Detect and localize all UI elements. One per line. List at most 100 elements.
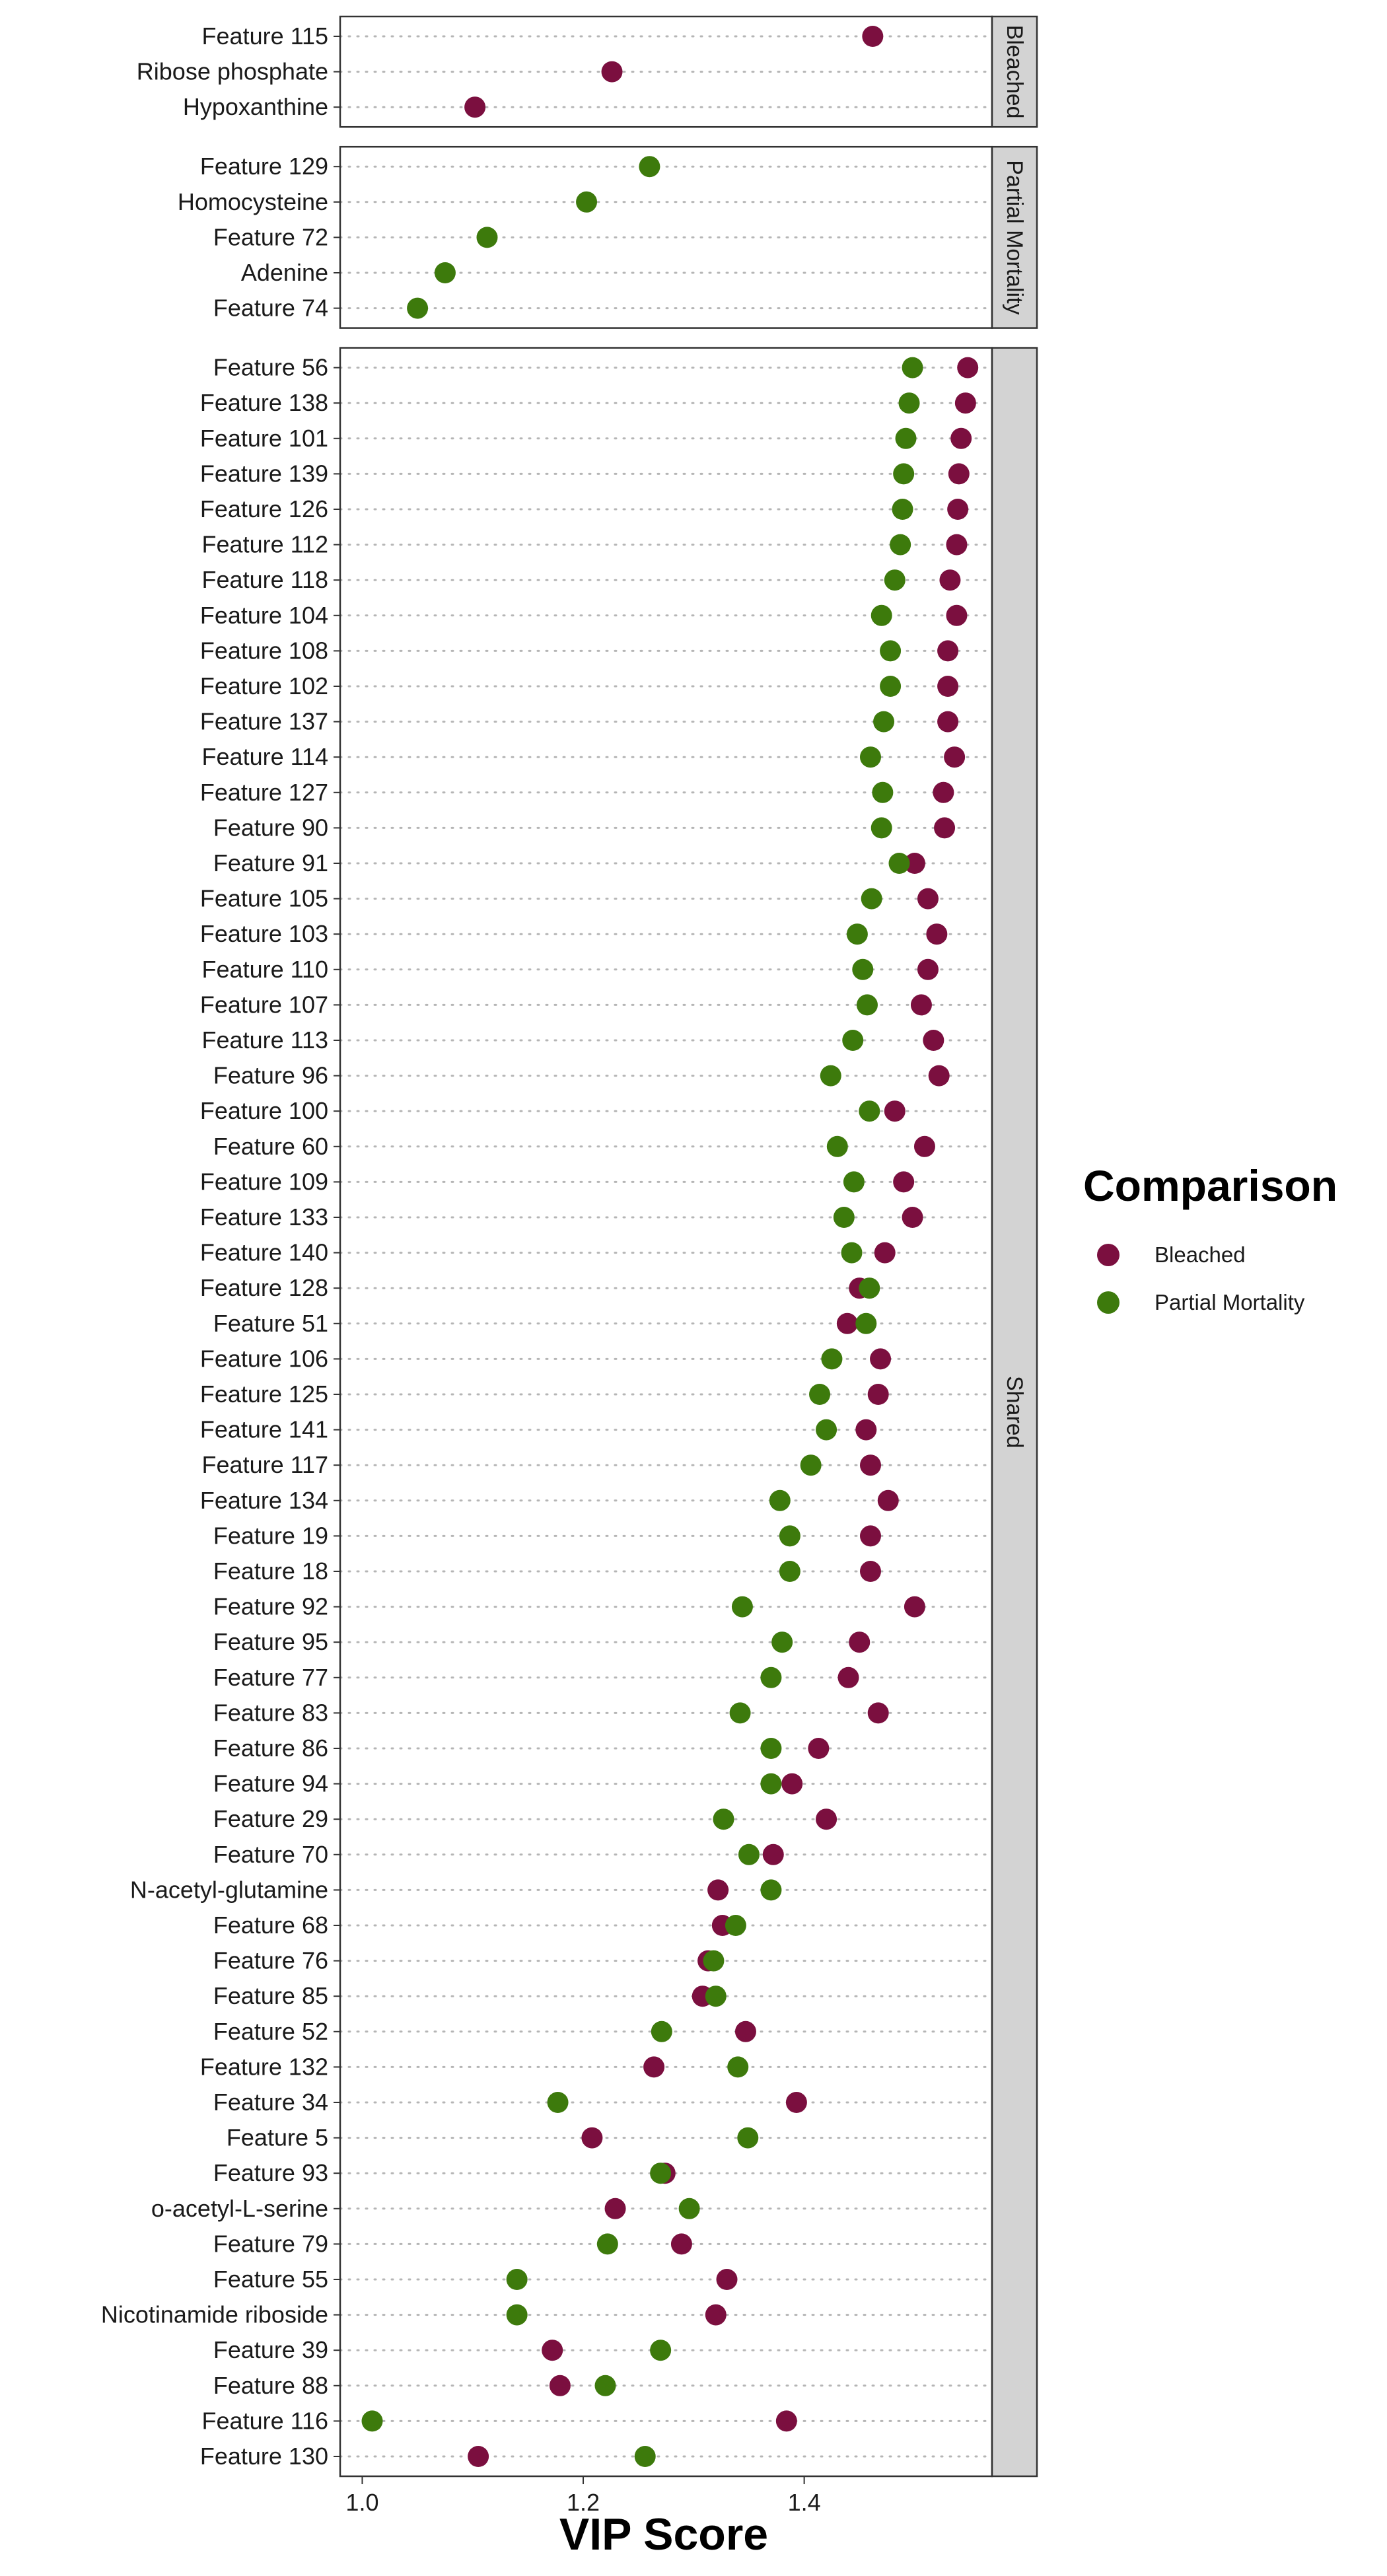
point-bleached [877, 1489, 899, 1511]
point-partial-mortality [434, 262, 456, 283]
y-tick-label: Feature 140 [200, 1239, 328, 1266]
point-partial-mortality [888, 853, 910, 874]
point-bleached [910, 994, 932, 1016]
point-partial-mortality [650, 2340, 672, 2361]
point-bleached [816, 1808, 837, 1830]
legend: Comparison Bleached Partial Mortality [1083, 1161, 1337, 1314]
y-tick-label: Feature 117 [202, 1451, 328, 1478]
point-bleached [957, 357, 979, 378]
y-tick-label: Feature 90 [213, 814, 328, 841]
point-bleached [902, 1207, 923, 1228]
point-bleached [904, 853, 925, 874]
y-tick-label: Feature 104 [200, 602, 328, 629]
point-partial-mortality [760, 1879, 782, 1901]
point-bleached [785, 2092, 807, 2113]
point-partial-mortality [713, 1808, 734, 1830]
point-bleached [781, 1773, 803, 1795]
point-partial-mortality [898, 392, 920, 414]
point-bleached [859, 1454, 881, 1476]
point-partial-mortality [639, 156, 660, 178]
point-partial-mortality [476, 227, 498, 248]
point-bleached [849, 1631, 871, 1653]
point-partial-mortality [760, 1666, 782, 1688]
y-tick-label: Feature 107 [200, 991, 328, 1018]
point-partial-mortality [895, 427, 917, 449]
y-tick-label: Feature 138 [200, 389, 328, 416]
x-axis: 1.0 1.2 1.4 [345, 2476, 821, 2516]
point-bleached [946, 604, 968, 626]
point-bleached [937, 676, 959, 697]
point-bleached [808, 1738, 830, 1759]
point-partial-mortality [678, 2198, 700, 2219]
point-partial-mortality [884, 569, 906, 591]
point-partial-mortality [651, 2021, 672, 2042]
point-bleached [716, 2269, 738, 2290]
y-tick-label: Feature 108 [200, 637, 328, 664]
y-tick-label: Feature 55 [213, 2266, 328, 2293]
point-bleached [937, 711, 959, 733]
point-bleached [855, 1419, 877, 1441]
point-partial-mortality [846, 923, 868, 945]
y-tick-label: Feature 83 [213, 1699, 328, 1726]
point-bleached [954, 392, 976, 414]
point-partial-mortality [771, 1631, 793, 1653]
point-bleached [601, 61, 623, 83]
y-tick-label: Feature 103 [200, 920, 328, 947]
point-bleached [643, 2056, 665, 2078]
y-tick-label: Feature 92 [213, 1593, 328, 1620]
y-tick-label: Feature 130 [200, 2443, 328, 2470]
point-partial-mortality [650, 2163, 672, 2184]
point-partial-mortality [821, 1348, 843, 1370]
point-bleached [604, 2198, 626, 2219]
facet-strip [991, 15, 1038, 128]
y-tick-label: Feature 18 [213, 1557, 328, 1585]
point-bleached [944, 746, 966, 768]
point-partial-mortality [871, 817, 892, 839]
x-tick-label: 1.0 [345, 2489, 378, 2516]
facet-strip [991, 145, 1038, 329]
point-partial-mortality [833, 1207, 855, 1228]
point-partial-mortality [506, 2269, 528, 2290]
y-tick-label: Feature 116 [202, 2407, 328, 2434]
y-tick-label: Ribose phosphate [137, 58, 328, 85]
y-tick-label: Adenine [241, 259, 328, 286]
point-bleached [468, 2446, 489, 2467]
y-tick-label: Feature 101 [200, 425, 328, 452]
point-bleached [947, 499, 969, 520]
x-tick-label: 1.2 [567, 2489, 600, 2516]
point-partial-mortality [727, 2056, 749, 2078]
y-tick-label: Nicotinamide riboside [101, 2301, 328, 2328]
point-partial-mortality [892, 499, 913, 520]
y-tick-label: Feature 70 [213, 1841, 328, 1868]
facet-panels: Feature 115 Ribose phosphate Hypoxanthine B… [101, 15, 1038, 2478]
point-partial-mortality [872, 781, 894, 803]
y-tick-label: Feature 129 [200, 153, 328, 180]
y-tick-label: Feature 112 [202, 531, 328, 558]
y-tick-label: Feature 86 [213, 1735, 328, 1762]
point-partial-mortality [873, 711, 895, 733]
y-tick-label: Feature 133 [200, 1203, 328, 1231]
legend-key-bleached [1097, 1244, 1120, 1266]
y-tick-label: Feature 85 [213, 1982, 328, 2009]
panel-bleached: Feature 115 Ribose phosphate Hypoxanthine B… [137, 15, 1038, 128]
y-tick-label: Feature 72 [213, 223, 328, 250]
point-partial-mortality [769, 1489, 791, 1511]
point-bleached [862, 26, 884, 47]
point-partial-mortality [596, 2233, 618, 2255]
point-bleached [917, 958, 939, 980]
point-bleached [867, 1384, 889, 1405]
point-partial-mortality [856, 994, 878, 1016]
y-tick-label: Feature 127 [200, 779, 328, 806]
y-tick-label: Hypoxanthine [183, 93, 328, 120]
point-bleached [937, 640, 959, 662]
point-bleached [707, 1879, 729, 1901]
point-bleached [904, 1596, 925, 1618]
point-partial-mortality [859, 1100, 880, 1122]
point-partial-mortality [547, 2092, 569, 2113]
y-tick-label: Feature 105 [200, 885, 328, 912]
point-bleached [884, 1100, 906, 1122]
point-bleached [917, 888, 939, 910]
point-partial-mortality [705, 1986, 727, 2007]
point-partial-mortality [855, 1312, 877, 1334]
y-tick-label: Feature 126 [200, 495, 328, 522]
